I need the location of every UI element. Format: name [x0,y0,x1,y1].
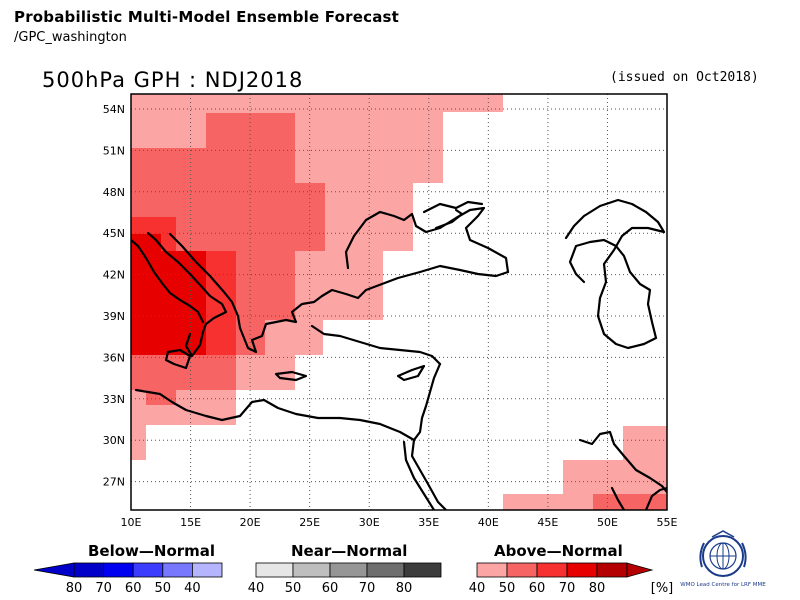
legend-swatch [566,562,598,578]
legend-near-normal: 40 50 60 70 80 [248,562,442,596]
legend-tick-label: 50 [499,581,516,596]
legend-swatch [132,562,164,578]
page-subtitle: /GPC_washington [14,30,127,45]
lon-tick-label: 20E [240,516,261,529]
legend-above-normal: 40 50 60 70 80 [%] [469,562,674,596]
legend-swatch [596,562,628,578]
lon-tick-label: 45E [537,516,558,529]
legend-tick-label: 70 [95,581,112,596]
legend-tick-label: 80 [589,581,606,596]
legend-arrow [626,562,654,578]
lat-tick-label: 39N [103,310,125,323]
lat-tick-label: 54N [103,103,125,116]
lon-tick-label: 25E [299,516,320,529]
lon-tick-label: 55E [657,516,678,529]
legend-swatch [403,562,442,578]
legend-swatch [476,562,508,578]
legend-swatch [191,562,223,578]
legend-swatch [366,562,405,578]
map-frame [130,93,668,511]
coastlines [131,198,667,510]
legend-below-label: Below—Normal [88,542,216,560]
lon-tick-label: 15E [180,516,201,529]
legend-swatch [255,562,294,578]
legend-tick-label: 60 [322,581,339,596]
longitude-labels: 10E 15E 20E 25E 30E 35E 40E 45E 50E 55E [121,516,678,529]
map-gridlines [131,94,668,510]
legend-swatch [73,562,105,578]
lat-tick-label: 48N [103,186,125,199]
lon-tick-label: 35E [418,516,439,529]
lon-tick-label: 50E [597,516,618,529]
legend-tick-label: 50 [155,581,172,596]
lat-tick-label: 33N [103,393,125,406]
lat-tick-label: 36N [103,351,125,364]
wmo-logo-icon [699,530,747,577]
lat-tick-label: 51N [103,144,125,157]
legend-swatch [536,562,568,578]
legend-swatch [103,562,134,578]
legend-tick-label: 60 [125,581,142,596]
legend-near-label: Near—Normal [291,542,408,560]
legend-swatch [329,562,368,578]
lon-tick-label: 40E [478,516,499,529]
legend-tick-label: 70 [359,581,376,596]
legend-tick-label: 70 [559,581,576,596]
legend-unit-label: [%] [651,581,674,596]
legend-tick-label: 80 [396,581,413,596]
map-title: 500hPa GPH : NDJ2018 [42,68,304,92]
page-title: Probabilistic Multi-Model Ensemble Forec… [14,8,400,26]
legend-swatch [292,562,331,578]
legend-tick-label: 40 [248,581,265,596]
legend-swatch [506,562,538,578]
probability-shading [131,94,667,510]
legend-tick-label: 80 [66,581,83,596]
shading-above-40 [503,426,667,510]
legend-above-label: Above—Normal [494,542,623,560]
legend-swatch [162,562,193,578]
legend-tick-label: 60 [529,581,546,596]
lat-tick-label: 42N [103,269,125,282]
legend-arrow [33,562,75,578]
shading-above-50 [593,494,667,510]
lat-tick-label: 45N [103,227,125,240]
issued-date: (issued on Oct2018) [610,70,759,85]
legend-tick-label: 40 [184,581,201,596]
latitude-labels: 54N 51N 48N 45N 42N 39N 36N 33N 30N 27N [103,103,125,489]
lat-tick-label: 30N [103,434,125,447]
wmo-logo-caption: WMO Lead Centre for LRF MME [680,582,766,588]
legend-tick-label: 50 [285,581,302,596]
legend-below-normal: 80 70 60 50 40 [33,562,223,596]
lon-tick-label: 30E [359,516,380,529]
lon-tick-label: 10E [121,516,142,529]
lat-tick-label: 27N [103,476,125,489]
legend-tick-label: 40 [469,581,486,596]
